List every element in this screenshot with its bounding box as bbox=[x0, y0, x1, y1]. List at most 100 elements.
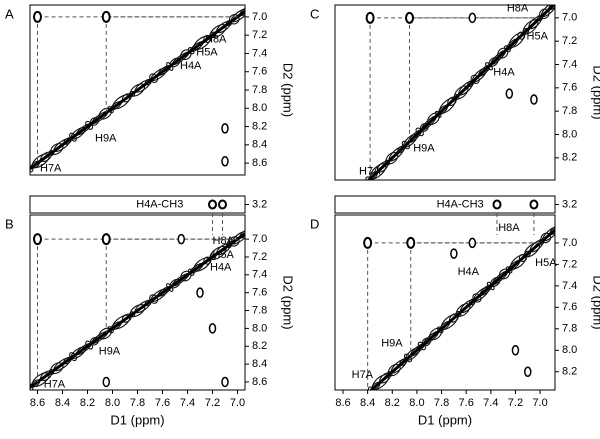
peak bbox=[221, 376, 229, 388]
y-tick-label: 7.8 bbox=[252, 84, 267, 96]
peak-annotation: H9A bbox=[413, 142, 435, 154]
peak-annotation: H8A bbox=[507, 2, 529, 14]
y-tick-label: 7.6 bbox=[562, 82, 577, 94]
x-tick-label: 8.6 bbox=[335, 397, 350, 409]
peak-annotation: H5A bbox=[213, 249, 235, 261]
y-tick-label: 3.2 bbox=[252, 198, 267, 210]
y-tick-label: 7.2 bbox=[562, 35, 577, 47]
y-tick-label: 7.4 bbox=[252, 269, 267, 281]
plot-frame bbox=[334, 4, 556, 181]
peak-annotation: H5A bbox=[196, 46, 218, 58]
peak bbox=[505, 88, 514, 99]
cross-peak bbox=[33, 10, 42, 23]
y-tick-label: 7.2 bbox=[252, 251, 267, 263]
peak-annotation: H5A bbox=[535, 257, 557, 269]
x-axis-label: D1 (ppm) bbox=[110, 412, 164, 427]
y-tick-label: 8.2 bbox=[562, 152, 577, 164]
cross-peak bbox=[33, 233, 42, 246]
plot-area bbox=[363, 225, 555, 390]
cross-peak bbox=[365, 11, 375, 24]
cross-peak bbox=[101, 10, 111, 23]
y-tick-label: 7.6 bbox=[252, 287, 267, 299]
x-tick-label: 7.6 bbox=[155, 397, 170, 409]
y-tick-label: 8.0 bbox=[252, 102, 267, 114]
x-tick-label: 7.0 bbox=[230, 397, 245, 409]
peak bbox=[221, 156, 229, 167]
y-tick-label: 7.0 bbox=[562, 237, 577, 249]
x-tick-label: 8.2 bbox=[80, 397, 95, 409]
plot-area bbox=[30, 6, 245, 173]
strip-peak bbox=[218, 199, 227, 210]
y-tick-label: 7.4 bbox=[252, 47, 267, 59]
strip-annotation: H4A-CH3 bbox=[136, 198, 183, 210]
peak bbox=[102, 376, 110, 388]
panel-label: D bbox=[310, 216, 319, 231]
diagonal bbox=[30, 10, 245, 170]
x-tick-label: 8.2 bbox=[385, 397, 400, 409]
y-tick-label: 8.0 bbox=[562, 128, 577, 140]
y-tick-label: 8.6 bbox=[252, 376, 267, 388]
peak-annotation: H4A bbox=[458, 266, 480, 278]
strip-peak bbox=[208, 199, 217, 210]
cross-peak bbox=[101, 233, 111, 246]
panel-label: C bbox=[310, 6, 319, 21]
peak-annotation: H8A bbox=[213, 235, 235, 247]
plot-area bbox=[365, 5, 555, 180]
peak-annotation: H8A bbox=[205, 34, 227, 46]
peak-annotation: H7A bbox=[352, 369, 374, 381]
y-axis-label: D2 (ppm) bbox=[591, 275, 600, 329]
x-tick-label: 8.4 bbox=[360, 397, 375, 409]
y-tick-label: 7.6 bbox=[252, 66, 267, 78]
x-tick-label: 8.0 bbox=[409, 397, 424, 409]
peak bbox=[530, 94, 538, 105]
peak bbox=[468, 12, 477, 24]
y-tick-label: 8.0 bbox=[252, 322, 267, 334]
cross-peak bbox=[363, 236, 373, 249]
y-tick-label: 8.2 bbox=[562, 366, 577, 378]
y-tick-label: 7.0 bbox=[252, 233, 267, 245]
x-tick-label: 7.8 bbox=[130, 397, 145, 409]
y-tick-label: 8.4 bbox=[252, 139, 267, 151]
x-tick-label: 8.4 bbox=[55, 397, 70, 409]
peak-annotation: H4A bbox=[180, 60, 202, 72]
strip-peak bbox=[492, 199, 502, 210]
y-tick-label: 7.4 bbox=[562, 280, 577, 292]
peak-annotation: H4A bbox=[493, 67, 515, 79]
x-tick-label: 8.6 bbox=[30, 397, 45, 409]
x-tick-label: 7.8 bbox=[434, 397, 449, 409]
peak bbox=[450, 248, 458, 259]
diagonal bbox=[367, 5, 555, 180]
strip-peak bbox=[529, 199, 539, 210]
y-tick-label: 7.4 bbox=[562, 58, 577, 70]
x-tick-label: 7.0 bbox=[532, 397, 547, 409]
y-tick-label: 3.2 bbox=[562, 198, 577, 210]
y-tick-label: 8.2 bbox=[252, 120, 267, 132]
y-tick-label: 8.0 bbox=[562, 344, 577, 356]
peak-annotation: H7A bbox=[44, 379, 66, 391]
peak-annotation: H9A bbox=[99, 346, 121, 358]
x-axis-label: D1 (ppm) bbox=[418, 412, 472, 427]
y-tick-label: 7.0 bbox=[562, 12, 577, 24]
y-tick-label: 8.4 bbox=[252, 358, 267, 370]
panel-label: A bbox=[5, 6, 14, 21]
peak-annotation: H8A bbox=[498, 222, 520, 234]
plot-area bbox=[30, 229, 245, 390]
peak bbox=[468, 237, 477, 249]
y-axis-label: D2 (ppm) bbox=[281, 275, 296, 329]
peak bbox=[221, 123, 229, 134]
y-tick-label: 8.2 bbox=[252, 340, 267, 352]
diagonal bbox=[30, 232, 245, 389]
y-tick-label: 7.2 bbox=[252, 29, 267, 41]
y-axis-label: D2 (ppm) bbox=[591, 65, 600, 119]
cross-peak bbox=[405, 11, 415, 24]
y-tick-label: 7.8 bbox=[562, 105, 577, 117]
peak-annotation: H7A bbox=[40, 163, 62, 175]
peak bbox=[208, 323, 217, 334]
x-tick-label: 7.2 bbox=[205, 397, 220, 409]
y-axis-label: D2 (ppm) bbox=[281, 63, 296, 117]
peak bbox=[511, 345, 520, 356]
strip-annotation: H4A-CH3 bbox=[437, 198, 484, 210]
x-tick-label: 7.4 bbox=[483, 397, 498, 409]
diagonal bbox=[370, 228, 555, 390]
